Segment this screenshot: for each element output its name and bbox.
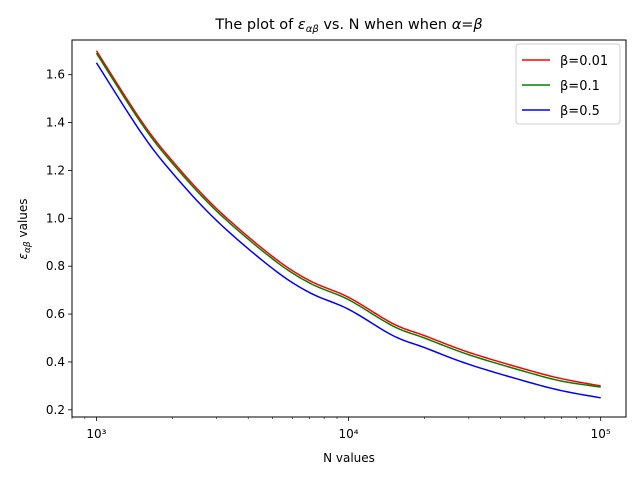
y-axis-label: εαβ values (16, 198, 33, 259)
x-tick-label: 10⁵ (591, 427, 611, 441)
y-axis: 0.2 0.4 0.6 0.8 1.0 1.2 1.4 1.6 (46, 68, 72, 417)
x-axis-label: N values (323, 451, 375, 465)
legend-label: β=0.01 (560, 54, 608, 69)
series-line-0 (95, 50, 601, 387)
y-tick-label: 1.4 (46, 116, 65, 130)
x-tick-label: 10⁴ (339, 427, 359, 441)
series-line-2 (95, 62, 601, 399)
y-tick-label: 0.2 (46, 403, 65, 417)
x-tick-label: 10³ (86, 427, 106, 441)
x-axis: 10³ 10⁴ 10⁵ (71, 417, 611, 441)
chart-title: The plot of εαβ vs. N when when α=β (214, 17, 482, 35)
plot-frame (71, 39, 627, 418)
y-tick-label: 1.2 (46, 163, 65, 177)
y-tick-label: 1.0 (46, 211, 65, 225)
legend-box (515, 43, 621, 125)
legend-entries: β=0.01 β=0.1 β=0.5 (522, 54, 608, 119)
legend: β=0.01 β=0.1 β=0.5 (515, 43, 621, 125)
y-tick-label: 0.4 (46, 355, 65, 369)
legend-label: β=0.1 (560, 79, 600, 94)
y-tick-label: 0.6 (46, 307, 65, 321)
series-line-1 (95, 52, 601, 388)
y-tick-label: 0.8 (46, 259, 65, 273)
series-layer (95, 50, 601, 399)
legend-label: β=0.5 (560, 104, 600, 119)
y-tick-label: 1.6 (46, 68, 65, 82)
